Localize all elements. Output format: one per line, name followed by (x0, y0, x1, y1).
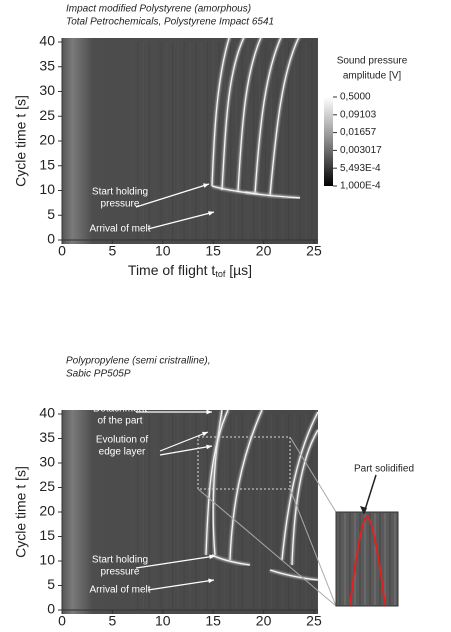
x-axis-label-part: tof (215, 269, 226, 279)
x-tick-label: 20 (256, 243, 272, 259)
annotation: pressure (101, 199, 140, 210)
y-tick-label: 15 (39, 527, 55, 543)
annotation: Arrival of melt (89, 224, 150, 235)
x-axis-label-part: [µs] (225, 262, 252, 278)
x-tick-label: 10 (155, 243, 171, 259)
chart-title: Total Petrochemicals, Polystyrene Impact… (66, 17, 274, 28)
x-axis-label: Time of flight ttof [µs] (128, 262, 252, 280)
x-tick-label: 0 (58, 243, 66, 259)
y-tick-label: 25 (39, 107, 55, 123)
colorbar-title: Sound pressure (337, 56, 408, 67)
chart-title: Impact modified Polystyrene (amorphous) (66, 4, 251, 15)
y-tick-label: 20 (39, 503, 55, 519)
y-tick-label: 0 (47, 601, 55, 617)
figure: Impact modified Polystyrene (amorphous) T… (0, 0, 451, 632)
y-tick-label: 30 (39, 454, 55, 470)
y-tick-label: 20 (39, 132, 55, 148)
y-axis-label: Cycle time t [s] (13, 95, 29, 187)
colorbar-tick-label: 1,000E-4 (340, 181, 381, 192)
colorbar-tick-label: 5,493E-4 (340, 163, 381, 174)
x-axis-label-part: Time of flight t (128, 262, 216, 278)
chart: Impact modified Polystyrene (amorphous) T… (13, 4, 408, 280)
y-tick-label: 35 (39, 429, 55, 445)
y-tick-label: 5 (47, 576, 55, 592)
colorbar-tick-label: 0,5000 (340, 92, 371, 103)
colorbar-tick-label: 0,09103 (340, 109, 377, 120)
x-tick-label: 0 (58, 613, 66, 629)
y-tick-label: 15 (39, 156, 55, 172)
y-tick-label: 10 (39, 552, 55, 568)
annotation: of the part (97, 416, 142, 427)
annotation: edge layer (99, 447, 146, 458)
y-tick-label: 0 (47, 231, 55, 247)
colorbar-title: amplitude [V] (343, 71, 402, 82)
colorbar-tick-label: 0,01657 (340, 127, 377, 138)
y-axis-label: Cycle time t [s] (13, 466, 29, 558)
colorbar (324, 97, 333, 186)
x-tick-label: 10 (155, 613, 171, 629)
y-tick-label: 40 (39, 33, 55, 49)
annotation: Part solidified (354, 464, 414, 475)
annotation: Detachment (93, 404, 147, 415)
x-tick-label: 5 (108, 243, 116, 259)
x-tick-label: 5 (108, 613, 116, 629)
y-tick-label: 10 (39, 181, 55, 197)
colorbar-tick-label: 0,003017 (340, 145, 382, 156)
annotation: pressure (101, 567, 140, 578)
annotation: Start holding (92, 555, 148, 566)
y-tick-label: 40 (39, 405, 55, 421)
annotation: Start holding (92, 187, 148, 198)
chart-title: Sabic PP505P (66, 369, 131, 380)
chart-title: Polypropylene (semi cristralline), (66, 356, 211, 367)
x-tick-label: 25 (306, 243, 322, 259)
y-tick-label: 35 (39, 57, 55, 73)
annotation: Evolution of (96, 435, 148, 446)
x-tick-label: 20 (256, 613, 272, 629)
y-tick-label: 30 (39, 82, 55, 98)
y-tick-label: 25 (39, 478, 55, 494)
y-tick-label: 5 (47, 206, 55, 222)
x-tick-label: 15 (205, 243, 221, 259)
x-tick-label: 15 (205, 613, 221, 629)
x-tick-label: 25 (306, 613, 322, 629)
annotation-arrow (364, 475, 376, 513)
annotation: Arrival of melt (89, 585, 150, 596)
chart: Polypropylene (semi cristralline), Sabic … (13, 356, 414, 632)
